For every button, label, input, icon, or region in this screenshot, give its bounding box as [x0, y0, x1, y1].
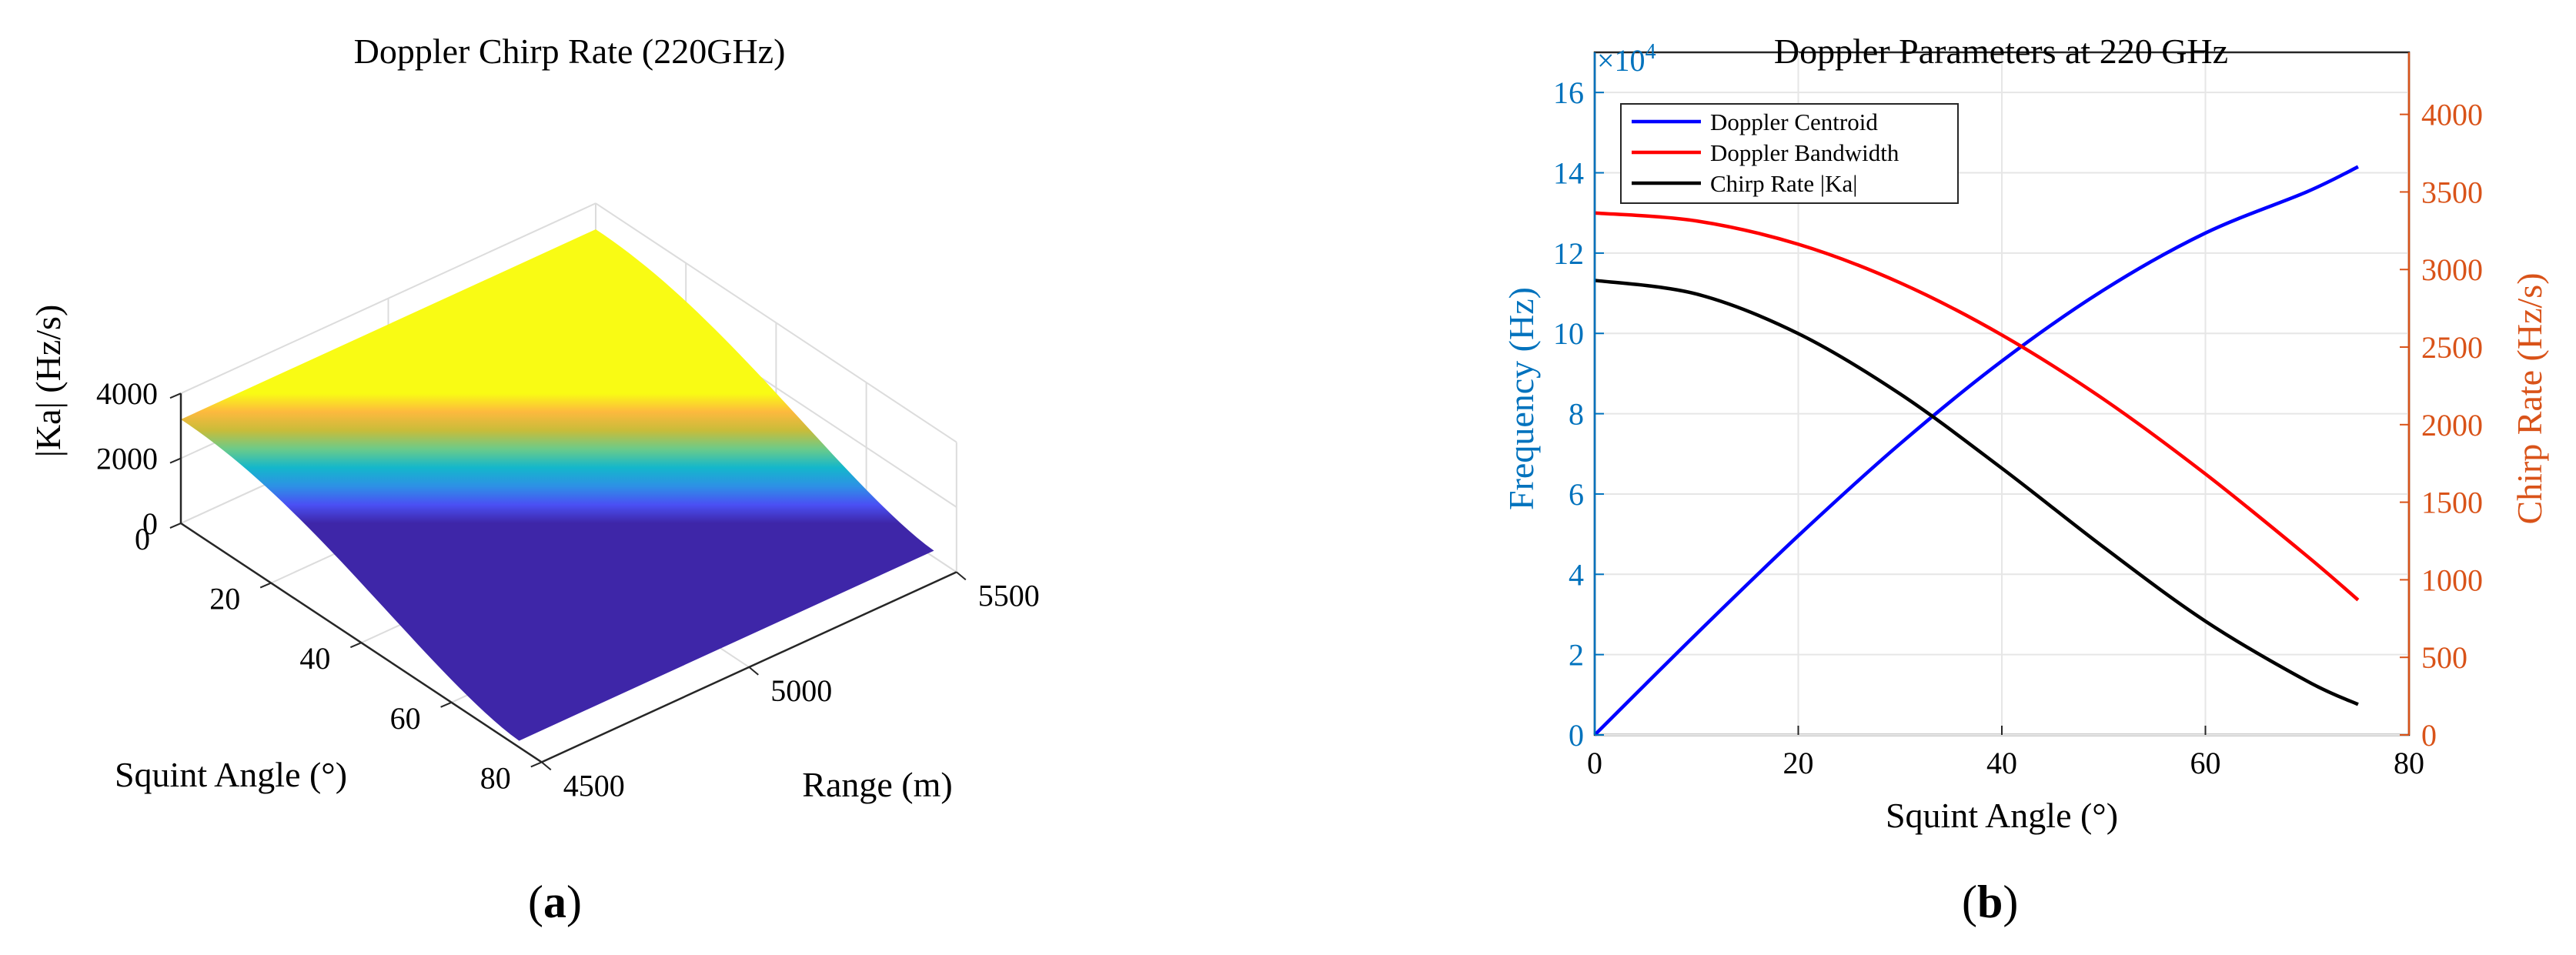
legend: Doppler Centroid Doppler Bandwidth Chirp R… — [1620, 103, 1959, 204]
left-tick-label: 12 — [1553, 236, 1584, 271]
legend-label: Doppler Centroid — [1710, 109, 1878, 135]
surface-zlabel: |Ka| (Hz/s) — [28, 305, 68, 458]
line-chart-tick-labels: 0 20 40 60 800246810121416050010001500200025… — [1553, 52, 2483, 780]
x-tick-label: 20 — [1783, 746, 1814, 780]
right-tick-label: 1000 — [2421, 563, 2483, 597]
x-tick-label: 60 — [390, 701, 421, 736]
left-tick-label: 4 — [1569, 557, 1584, 592]
x-tick-mark — [259, 582, 272, 589]
right-tick-label: 2000 — [2421, 408, 2483, 442]
z-tick-label: 0 — [142, 506, 158, 541]
panel-b-line-chart: 0 20 40 60 800246810121416050010001500200025… — [1502, 32, 2549, 835]
line-chart-xlabel: Squint Angle (°) — [1886, 796, 2118, 835]
z-tick-label: 4000 — [96, 376, 158, 411]
back-wall-gridline — [180, 202, 596, 395]
x-tick-mark — [530, 761, 543, 768]
left-axis-multiplier: ×104 — [1597, 40, 1656, 78]
line-chart-title: Doppler Parameters at 220 GHz — [1774, 32, 2228, 71]
panel-a-surface-chart: 0 20 40 60 80 4500 5000 5500 0 2000 4000 Doppler C… — [28, 32, 1040, 804]
y-tick-label: 5000 — [770, 673, 832, 708]
right-tick-label: 500 — [2421, 640, 2467, 675]
ka-surface — [181, 229, 934, 741]
series-chirp-rate-ka — [1594, 279, 2359, 706]
left-tick-label: 2 — [1569, 638, 1584, 673]
right-tick-label: 0 — [2421, 718, 2437, 753]
legend-label: Chirp Rate |Ka| — [1710, 170, 1857, 197]
y-tick-mark — [748, 666, 759, 676]
line-chart-series — [1593, 165, 2360, 736]
right-tick-label: 1500 — [2421, 486, 2483, 520]
series-doppler-centroid — [1593, 165, 2359, 736]
legend-label: Doppler Bandwidth — [1710, 139, 1899, 166]
left-tick-label: 14 — [1553, 156, 1584, 191]
surface-title: Doppler Chirp Rate (220GHz) — [354, 32, 786, 71]
panel-label-b: (b) — [1962, 877, 2019, 927]
side-wall-gridline — [595, 202, 957, 443]
x-tick-label: 40 — [299, 641, 330, 676]
x-tick-mark — [350, 642, 362, 649]
x-tick-label: 20 — [209, 582, 240, 616]
y-tick-mark — [541, 761, 552, 771]
series-doppler-bandwidth — [1594, 211, 2360, 602]
left-tick-label: 0 — [1569, 718, 1584, 753]
right-tick-label: 2500 — [2421, 330, 2483, 365]
x-tick-label: 60 — [2190, 746, 2221, 780]
surface-ylabel: Range (m) — [802, 765, 952, 804]
surface-tick-labels: 0 20 40 60 80 4500 5000 5500 0 2000 4000 — [96, 376, 1040, 803]
panel-label-a: (a) — [528, 877, 582, 927]
left-tick-label: 8 — [1569, 397, 1584, 432]
right-tick-label: 4000 — [2421, 98, 2483, 132]
y-tick-label: 4500 — [563, 768, 625, 803]
x-tick-label: 80 — [2394, 746, 2424, 780]
line-chart-ylabel-right: Chirp Rate (Hz/s) — [2510, 272, 2549, 524]
y-tick-label: 5500 — [978, 578, 1040, 613]
left-tick-label: 10 — [1553, 316, 1584, 351]
x-tick-label: 0 — [135, 522, 150, 556]
z-tick-label: 2000 — [96, 442, 158, 476]
z-tick-mark — [169, 523, 182, 529]
y-tick-mark — [956, 571, 967, 581]
line-chart-ylabel-left: Frequency (Hz) — [1502, 287, 1541, 510]
left-tick-label: 6 — [1569, 477, 1584, 512]
right-tick-label: 3500 — [2421, 175, 2483, 209]
x-tick-label: 80 — [480, 760, 511, 795]
z-tick-mark — [169, 392, 182, 399]
x-tick-mark — [440, 701, 452, 708]
z-tick-mark — [169, 457, 182, 464]
right-tick-label: 3000 — [2421, 252, 2483, 287]
x-tick-label: 40 — [1986, 746, 2017, 780]
left-tick-label: 16 — [1553, 75, 1584, 110]
surface-xlabel: Squint Angle (°) — [115, 755, 347, 794]
x-tick-label: 0 — [1587, 746, 1602, 780]
